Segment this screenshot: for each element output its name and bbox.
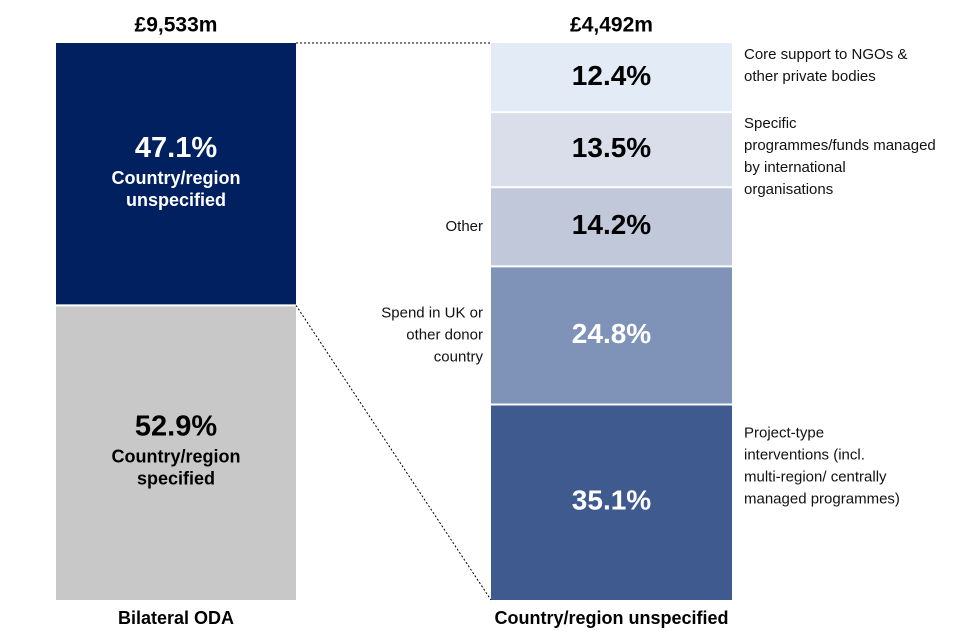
connector-line	[295, 305, 492, 601]
bar-segment-2-1	[491, 404, 732, 600]
bar-segment-2-3	[491, 187, 732, 267]
segment-label: 52.9% Country/region specified	[112, 410, 241, 488]
segment-annotation: Other	[445, 218, 483, 235]
bar-segment-1-2	[56, 43, 296, 306]
bar-total-label: £9,533m	[135, 14, 218, 37]
chart-bars	[56, 42, 732, 601]
segment-annotation: Specific programmes/funds managed by inter…	[744, 115, 936, 198]
segment-annotation: Spend in UK or other donor country	[381, 304, 483, 365]
bar-segment-1-1	[56, 305, 296, 600]
segment-annotation: Project-type interventions (incl. multi-re…	[744, 424, 900, 507]
segment-label: 47.1% Country/region unspecified	[112, 132, 241, 210]
segment-pct-label: 12.4%	[572, 60, 651, 91]
segment-pct-label: 35.1%	[572, 485, 651, 516]
bar-segment-2-2	[491, 266, 732, 405]
bar-category-label: Bilateral ODA	[118, 608, 234, 628]
bar-category-label: Country/region unspecified	[494, 608, 728, 628]
segment-pct-label: 13.5%	[572, 132, 651, 163]
segment-annotation: Core support to NGOs & other private bodi…	[744, 46, 907, 85]
segment-pct-label: 14.2%	[572, 209, 651, 240]
chart-labels: £9,533m Bilateral ODA 52.9% Country/region s…	[112, 14, 936, 628]
segment-pct-label: 24.8%	[572, 318, 651, 349]
bar-total-label: £4,492m	[570, 14, 653, 37]
bar-segment-2-5	[491, 43, 732, 113]
bar-segment-2-4	[491, 112, 732, 188]
